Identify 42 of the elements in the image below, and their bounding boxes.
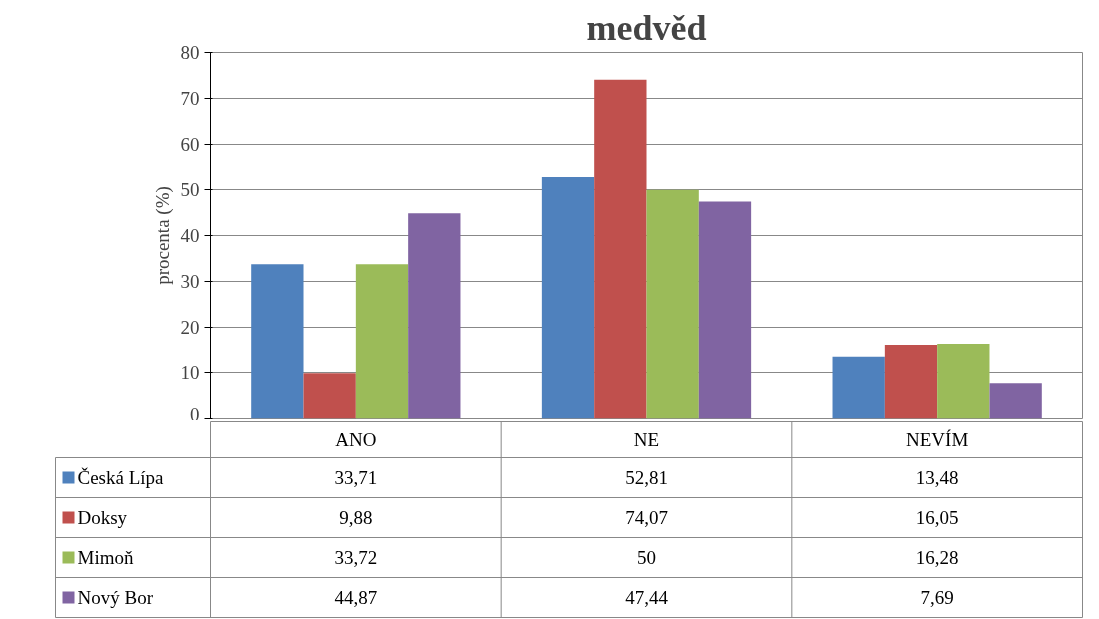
y-tick-label: 30 bbox=[180, 270, 200, 292]
bar bbox=[251, 264, 304, 419]
data-label: 7,69 bbox=[920, 587, 954, 608]
data-label: 50 bbox=[637, 547, 656, 568]
data-label: 47,44 bbox=[625, 587, 669, 608]
data-label: 16,05 bbox=[915, 507, 959, 528]
legend-label: Doksy bbox=[77, 507, 128, 528]
bar bbox=[594, 79, 647, 419]
data-label: 74,07 bbox=[625, 507, 668, 528]
bar bbox=[646, 189, 699, 419]
data-label: 9,88 bbox=[339, 507, 373, 528]
bar bbox=[937, 344, 990, 419]
x-tick-label: NEVÍM bbox=[906, 428, 969, 450]
bar bbox=[832, 356, 885, 419]
bar bbox=[989, 383, 1042, 419]
y-tick-label: 50 bbox=[180, 179, 200, 201]
y-tick-label: 60 bbox=[180, 133, 200, 155]
y-tick-label: 20 bbox=[180, 316, 200, 338]
bar bbox=[408, 213, 461, 419]
legend-label: Česká Lípa bbox=[77, 467, 165, 488]
data-label: 33,71 bbox=[334, 467, 378, 488]
y-tick-label: 0 bbox=[190, 403, 200, 425]
data-label: 52,81 bbox=[625, 467, 668, 488]
y-tick-label: 80 bbox=[180, 42, 200, 63]
legend-label: Nový Bor bbox=[77, 587, 154, 608]
chart-title: medvěd bbox=[586, 7, 707, 48]
bar bbox=[541, 176, 595, 419]
data-label: 33,72 bbox=[334, 547, 378, 568]
data-label: 44,87 bbox=[334, 587, 378, 608]
y-tick-label: 10 bbox=[180, 362, 200, 384]
y-tick-label: 70 bbox=[180, 87, 200, 109]
x-tick-label: ANO bbox=[335, 428, 377, 450]
x-tick-label: NE bbox=[633, 428, 660, 450]
data-label: 13,48 bbox=[915, 467, 959, 488]
bar bbox=[884, 345, 938, 419]
bar bbox=[303, 373, 356, 419]
y-tick-label: 40 bbox=[180, 225, 200, 246]
y-axis-title: procenta (%) bbox=[151, 186, 174, 285]
legend-label: Mimoň bbox=[77, 547, 134, 568]
bar bbox=[698, 201, 752, 419]
data-label: 16,28 bbox=[915, 547, 959, 568]
bar bbox=[355, 264, 409, 419]
